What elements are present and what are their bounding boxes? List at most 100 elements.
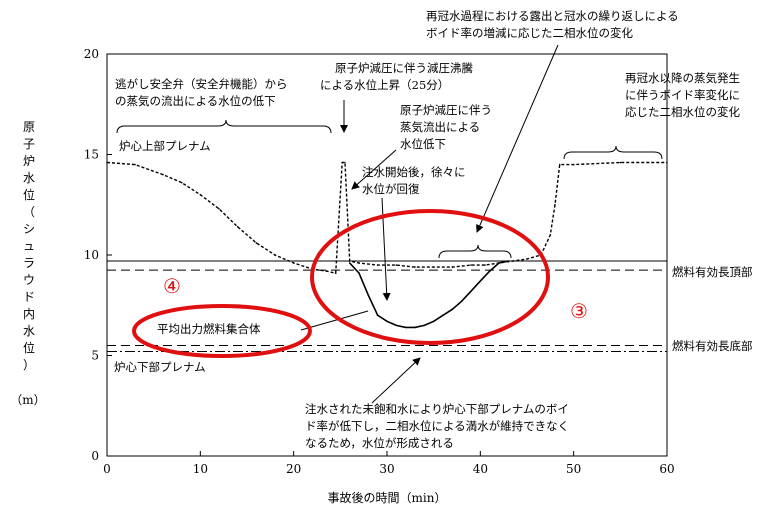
series-point <box>348 260 351 262</box>
series-point <box>395 324 398 327</box>
annotation-subcooled-2: ド率が低下し，二相水位による満水が維持できなく <box>305 419 569 433</box>
series-line-core-level <box>106 161 667 274</box>
series-point <box>292 262 295 264</box>
series-point <box>341 161 344 164</box>
bracket-after-reflood <box>563 145 663 160</box>
annotation-injection-1: 注水開始後，徐々に <box>362 165 466 179</box>
series-point <box>451 308 454 311</box>
y-tick-label: 0 <box>91 449 99 463</box>
series-point <box>376 264 379 266</box>
x-tick-label: 20 <box>286 462 301 476</box>
series-point <box>395 264 398 266</box>
series-point <box>106 161 108 164</box>
series-point <box>404 326 407 329</box>
x-tick-label: 60 <box>659 462 674 476</box>
highlight-ellipse-3 <box>310 209 550 345</box>
series-point <box>484 264 486 266</box>
annotation-steam-out-1: 原子炉減圧に伴う <box>400 103 492 117</box>
x-tick-label: 0 <box>103 462 111 476</box>
series-point <box>470 290 472 292</box>
arrow-injection <box>381 197 391 301</box>
circle-label-4: ④ <box>163 274 181 298</box>
annotation-srv-1: 逃がし安全弁（安全弁機能）から <box>115 77 288 91</box>
series-point <box>558 163 561 166</box>
annotation-after-reflood-2: に伴うボイド率変化に <box>625 88 740 102</box>
series-point <box>162 173 164 176</box>
y-axis-ticks: 0 5 10 15 20 <box>84 47 112 463</box>
x-tick-label: 10 <box>193 462 208 476</box>
plot-frame <box>106 53 668 457</box>
series-layer <box>106 161 668 329</box>
x-axis-label: 事故後の時間（min） <box>328 490 447 505</box>
series-point <box>442 314 444 317</box>
annotation-depress-boil-1: 原子炉減圧に伴う減圧沸騰 <box>335 61 473 75</box>
annotation-injection-2: 水位が回復 <box>362 182 420 196</box>
y-tick-label: 10 <box>84 248 99 262</box>
y-tick-label: 15 <box>84 148 99 162</box>
series-point <box>414 266 416 268</box>
series-point <box>334 272 337 274</box>
x-tick-label: 40 <box>473 462 488 476</box>
bracket-srv <box>116 119 332 134</box>
bracket-reflood <box>438 244 512 259</box>
annotation-reflood-1: 再冠水過程における露出と冠水の繰り返しによる <box>426 9 679 23</box>
annotation-reflood-2: ボイド率の増減に応じた二相水位の変化 <box>426 26 633 40</box>
series-point <box>619 161 622 164</box>
x-tick-label: 30 <box>379 462 394 476</box>
series-line-avg-fuel <box>349 260 509 329</box>
series-point <box>432 320 435 323</box>
series-point <box>512 260 514 262</box>
annotation-steam-out-3: 水位低下 <box>400 137 446 151</box>
series-point <box>218 207 220 210</box>
annotation-subcooled-3: なるため，水位が形成される <box>305 436 454 450</box>
series-point <box>507 260 510 262</box>
series-point <box>236 226 239 228</box>
annotation-after-reflood-3: 応じた二相水位の変化 <box>625 105 740 119</box>
x-axis-ticks: 0 10 20 30 40 50 60 <box>103 451 675 476</box>
fuel-bottom-label: 燃料有効長底部 <box>672 339 753 353</box>
series-point <box>451 266 454 268</box>
series-point <box>386 320 388 323</box>
series-point <box>470 264 472 266</box>
series-point <box>199 193 202 196</box>
y-axis-unit: （m） <box>10 393 45 407</box>
series-point <box>348 262 351 264</box>
y-axis-label: 原子炉水位（シュラウド内水位） <box>23 120 35 372</box>
x-tick-label: 50 <box>566 462 581 476</box>
annotation-depress-boil-2: による水位上昇（25分） <box>320 78 449 92</box>
arrow-subcooled <box>371 357 421 404</box>
series-point <box>358 272 360 274</box>
series-point <box>432 266 435 268</box>
series-point <box>274 254 276 256</box>
series-point <box>344 161 346 164</box>
series-point <box>414 326 416 329</box>
fuel-top-label: 燃料有効長頂部 <box>672 265 753 279</box>
highlight-ellipse-4 <box>132 304 312 358</box>
annotation-steam-out-2: 蒸気流出による <box>400 120 480 134</box>
series-point <box>549 234 552 236</box>
avg-fuel-assembly-label: 平均出力燃料集合体 <box>157 322 261 336</box>
y-tick-label: 5 <box>91 349 99 363</box>
lower-plenum-label: 炉心下部プレナム <box>114 360 206 374</box>
arrow-steam-out <box>351 149 397 190</box>
y-tick-label: 20 <box>84 47 99 61</box>
series-point <box>134 163 136 166</box>
annotation-subcooled-1: 注水された未飽和水により炉心下部プレナムのボイ <box>305 402 569 416</box>
series-point <box>666 161 668 164</box>
series-point <box>488 270 491 272</box>
circle-label-3: ③ <box>570 299 588 323</box>
upper-plenum-label: 炉心上部プレナム <box>119 139 211 153</box>
reference-lines <box>107 260 667 352</box>
series-point <box>460 300 463 303</box>
annotation-after-reflood-1: 再冠水以降の蒸気発生 <box>625 71 740 85</box>
series-point <box>479 280 482 282</box>
series-point <box>367 294 370 297</box>
series-point <box>255 242 258 244</box>
series-point <box>376 314 379 317</box>
series-point <box>526 258 528 260</box>
annotation-srv-2: の蒸気の流出による水位の低下 <box>115 94 276 108</box>
series-point <box>423 324 426 327</box>
series-point <box>498 262 500 264</box>
series-point <box>325 270 328 272</box>
